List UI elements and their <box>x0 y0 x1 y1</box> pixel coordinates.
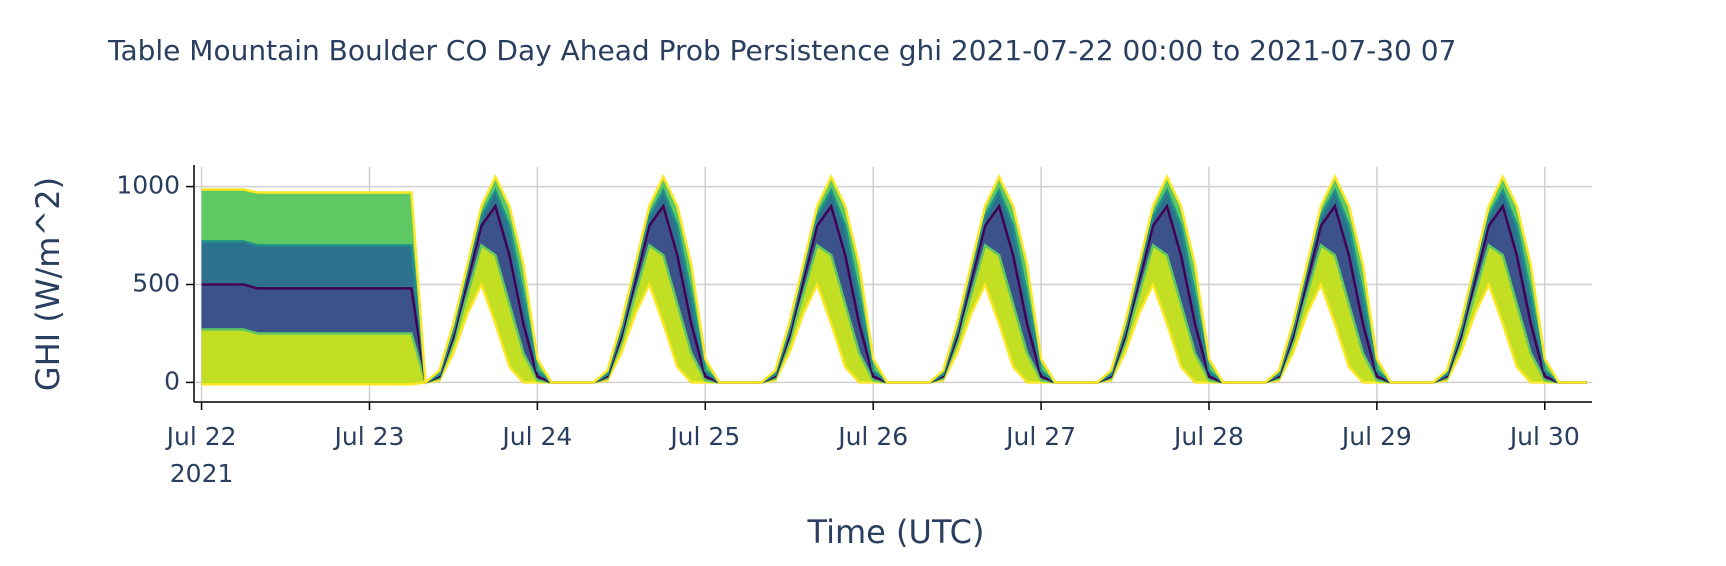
percentile-line <box>201 173 1587 385</box>
y-tick-label: 500 <box>132 269 180 298</box>
x-tick-label: Jul 26 <box>836 422 908 451</box>
x-tick-label: Jul 27 <box>1004 422 1076 451</box>
x-tick-label: Jul 25 <box>668 422 740 451</box>
axes: 0 500 1000 Jul 22 2021 Jul 23 Jul 24 Jul 25 Jul … <box>116 165 1592 488</box>
plot-area <box>201 173 1587 386</box>
chart-title: Table Mountain Boulder CO Day Ahead Prob… <box>107 34 1456 67</box>
x-tick-label: Jul 22 <box>165 422 237 451</box>
x-tick-label: Jul 24 <box>500 422 572 451</box>
y-tick-label: 1000 <box>116 171 180 200</box>
x-tick-label: Jul 30 <box>1508 422 1580 451</box>
x-tick-label: Jul 29 <box>1340 422 1412 451</box>
x-axis-title: Time (UTC) <box>807 513 985 551</box>
x-tick-label: 2021 <box>170 459 234 488</box>
band-fill <box>201 176 1587 383</box>
x-tick-label: Jul 23 <box>333 422 405 451</box>
band-fill <box>201 245 1587 385</box>
x-tick-label: Jul 28 <box>1172 422 1244 451</box>
y-tick-label: 0 <box>164 366 180 395</box>
y-axis-title: GHI (W/m^2) <box>29 177 67 391</box>
